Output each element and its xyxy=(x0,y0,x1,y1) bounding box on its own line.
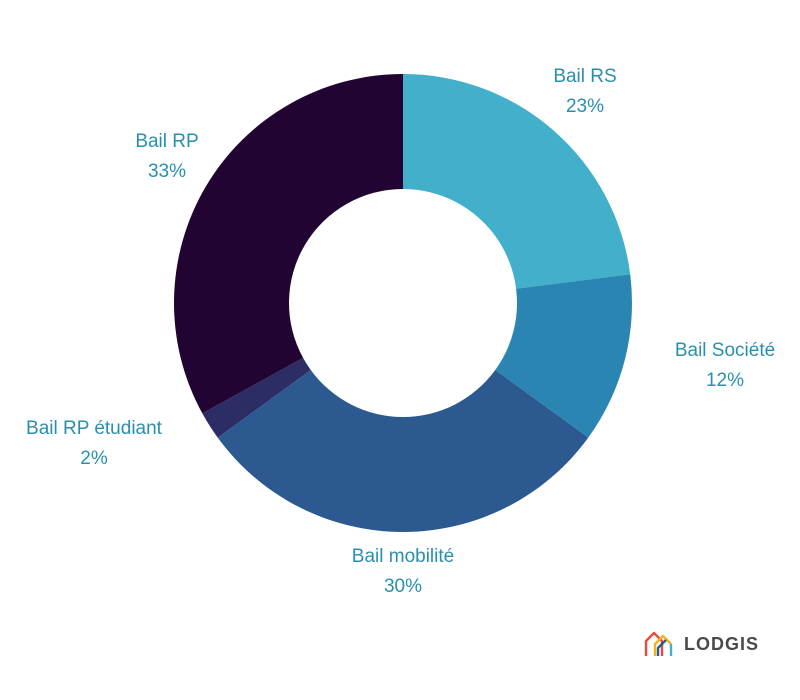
slice-bail-société xyxy=(495,274,632,438)
slice-bail-mobilité xyxy=(217,370,589,532)
brand-name: LODGIS xyxy=(684,633,760,654)
slice-label-value: 12% xyxy=(706,370,744,391)
slice-bail-rp xyxy=(173,74,403,414)
slice-label-name: Bail RP étudiant xyxy=(26,418,163,439)
slice-bail-rs xyxy=(403,74,631,289)
slice-label-value: 2% xyxy=(80,448,108,469)
brand-logo: LODGIS xyxy=(644,630,759,658)
slice-label-value: 30% xyxy=(384,576,422,597)
slice-bail-rp-étudiant xyxy=(202,357,311,438)
slice-label-name: Bail RS xyxy=(553,66,616,87)
slice-label-name: Bail RP xyxy=(135,131,198,152)
slice-label-name: Bail Société xyxy=(675,340,775,361)
slice-label-value: 23% xyxy=(566,96,604,117)
slice-label-name: Bail mobilité xyxy=(352,546,454,567)
slice-label-value: 33% xyxy=(148,161,186,182)
house-outline-icon xyxy=(644,631,673,656)
